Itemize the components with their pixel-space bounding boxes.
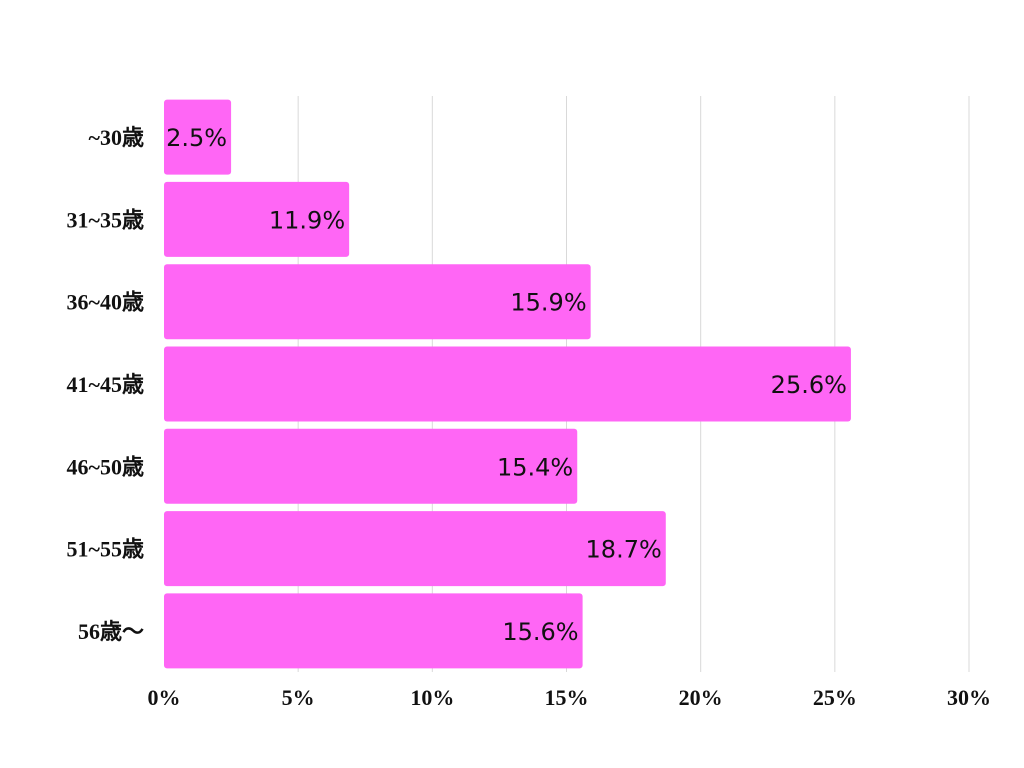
x-tick-label: 10%	[410, 685, 454, 710]
data-label: 15.4%	[497, 453, 573, 481]
category-label: 51~55歳	[67, 537, 144, 562]
data-label: 15.9%	[510, 289, 586, 317]
x-tick-label: 5%	[282, 685, 315, 710]
bars	[164, 99, 851, 669]
bar	[164, 181, 350, 257]
x-tick-label: 20%	[679, 685, 723, 710]
x-tick-label: 25%	[813, 685, 857, 710]
x-tick-label: 15%	[545, 685, 589, 710]
category-label: ~30歳	[89, 125, 144, 150]
bar	[164, 264, 591, 340]
category-label: 31~35歳	[67, 207, 144, 232]
bar	[164, 593, 583, 669]
data-label: 25.6%	[771, 371, 847, 399]
category-labels: ~30歳 31~35歳 36~40歳 41~45歳 46~50歳 51~55歳 56歳〜	[67, 125, 144, 644]
bar	[164, 99, 232, 175]
x-tick-label: 30%	[947, 685, 991, 710]
value-labels: 2.5% 11.9% 15.9% 25.6% 15.4% 18.7% 15.6%	[166, 124, 847, 646]
data-label: 11.9%	[269, 206, 345, 234]
data-label: 18.7%	[586, 536, 662, 564]
bar	[164, 346, 851, 422]
bar	[164, 511, 666, 587]
x-axis-tick-labels: 0% 5% 10% 15% 20% 25% 30%	[148, 685, 992, 710]
x-tick-label: 0%	[148, 685, 181, 710]
bar	[164, 428, 578, 504]
category-label: 46~50歳	[67, 454, 144, 479]
category-label: 36~40歳	[67, 290, 144, 315]
category-label: 56歳〜	[78, 619, 144, 644]
data-label: 2.5%	[166, 124, 227, 152]
data-label: 15.6%	[502, 618, 578, 646]
category-label: 41~45歳	[67, 372, 144, 397]
